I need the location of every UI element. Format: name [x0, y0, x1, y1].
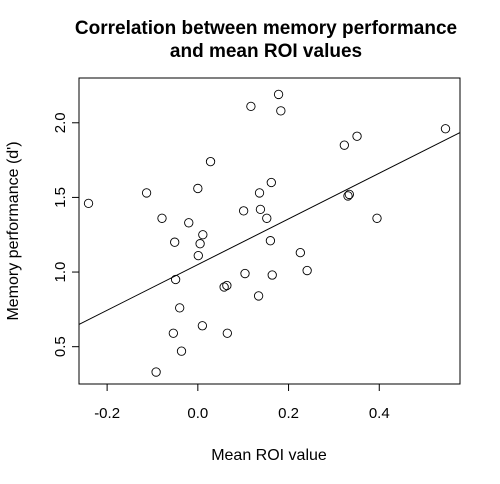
- y-tick-label-2: 1.5: [52, 187, 69, 208]
- data-point-17: [222, 280, 232, 291]
- data-point-4: [168, 328, 178, 338]
- x-tick-label-3: 0.4: [369, 405, 390, 422]
- data-point-14: [198, 230, 208, 240]
- data-point-3: [157, 213, 167, 223]
- data-point-8: [176, 346, 187, 356]
- data-point-1: [141, 188, 152, 198]
- data-point-31: [295, 247, 305, 258]
- chart-title-line-2: and mean ROI values: [170, 41, 362, 62]
- x-tick-label-0: -0.2: [94, 405, 120, 422]
- data-point-19: [238, 206, 249, 216]
- data-point-11: [193, 250, 203, 261]
- data-point-2: [151, 367, 161, 377]
- data-point-27: [266, 177, 276, 188]
- data-point-10: [193, 183, 203, 194]
- data-point-30: [276, 106, 286, 116]
- trend-line: [78, 132, 461, 325]
- data-point-35: [344, 189, 354, 200]
- plot-box: [78, 77, 461, 385]
- data-point-6: [170, 274, 181, 285]
- data-point-32: [302, 265, 312, 276]
- chart-title-line-1: Correlation between memory performance: [75, 18, 457, 39]
- data-point-18: [222, 328, 232, 338]
- data-point-13: [197, 321, 208, 331]
- data-point-33: [339, 140, 349, 150]
- data-point-0: [83, 198, 94, 209]
- data-point-15: [205, 156, 216, 167]
- data-point-5: [170, 237, 180, 247]
- data-point-34: [343, 191, 353, 201]
- x-axis-label: Mean ROI value: [211, 447, 327, 464]
- data-point-16: [219, 282, 229, 292]
- trend-line-group: [78, 132, 461, 325]
- y-tick-label-1: 1.0: [52, 262, 69, 283]
- data-point-20: [240, 268, 250, 279]
- data-point-21: [246, 101, 256, 112]
- data-point-12: [195, 239, 205, 249]
- data-point-24: [255, 204, 266, 215]
- data-point-26: [265, 236, 276, 246]
- data-points: [83, 89, 451, 377]
- x-tick-label-2: 0.2: [278, 405, 299, 422]
- y-tick-label-3: 2.0: [52, 112, 69, 133]
- data-point-23: [254, 188, 265, 198]
- data-point-38: [440, 124, 451, 134]
- y-tick-label-0: 0.5: [52, 336, 69, 357]
- data-point-37: [372, 213, 382, 223]
- x-axis: -0.2 0.0 0.2 0.4: [94, 383, 390, 422]
- data-point-29: [273, 89, 284, 100]
- data-point-7: [175, 303, 185, 313]
- x-tick-label-1: 0.0: [187, 405, 208, 422]
- y-axis: 0.5 1.0 1.5 2.0: [52, 112, 80, 357]
- data-point-28: [267, 270, 277, 280]
- data-point-25: [262, 213, 272, 223]
- data-point-22: [253, 291, 264, 301]
- y-axis-label: Memory performance (d'): [5, 141, 22, 320]
- data-point-9: [184, 218, 194, 228]
- data-point-36: [352, 131, 362, 141]
